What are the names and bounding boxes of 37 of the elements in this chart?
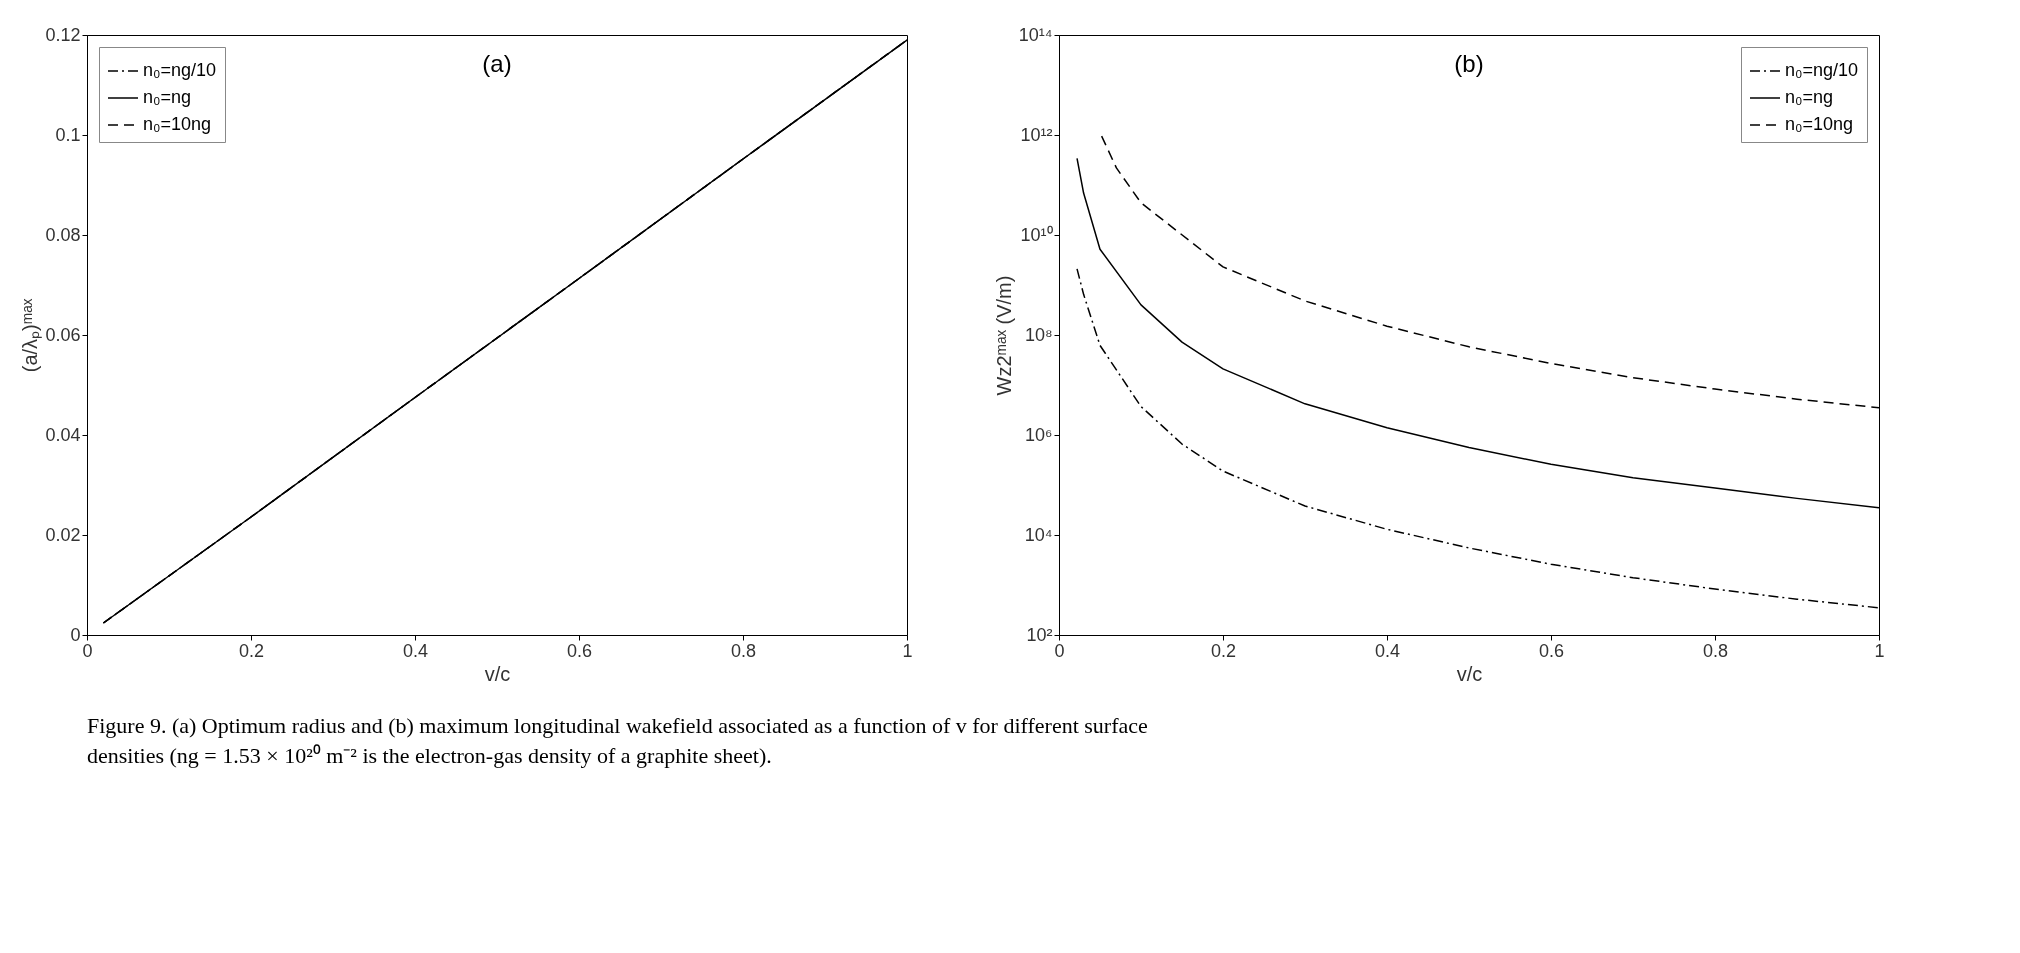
y-tick-label: 10⁴ — [1024, 524, 1053, 545]
y-tick-label: 0.12 — [45, 24, 81, 45]
x-axis-title: v/c — [1456, 662, 1483, 685]
legend-label: n₀=ng — [1785, 87, 1834, 107]
y-tick-label: 0.06 — [45, 324, 81, 345]
y-tick-label: 0.08 — [45, 224, 81, 245]
y-tick-label: 10⁸ — [1024, 324, 1053, 345]
legend-label: n₀=10ng — [1785, 114, 1854, 134]
x-axis-title: v/c — [484, 662, 511, 685]
y-tick-label: 10¹² — [1020, 124, 1053, 145]
legend-label: n₀=ng/10 — [1785, 60, 1859, 80]
text: (a) — [482, 50, 512, 77]
y-tick-label: 10¹⁰ — [1020, 224, 1053, 245]
legend-label: n₀=10ng — [143, 114, 212, 134]
y-tick-label: 10² — [1026, 624, 1053, 645]
x-tick-label: 0.8 — [1702, 640, 1729, 661]
y-tick-label: 0.04 — [45, 424, 81, 445]
x-tick-label: 0.6 — [566, 640, 593, 661]
legend-label: n₀=ng — [143, 87, 192, 107]
x-tick-label: 0.4 — [1374, 640, 1401, 661]
x-tick-label: 0.8 — [730, 640, 757, 661]
x-tick-label: 0.2 — [238, 640, 265, 661]
y-tick-label: 10⁶ — [1025, 424, 1053, 445]
caption: Figure 9. (a) Optimum radius and (b) maximum longitudinal wakefield associated as a function of v for different surface densities (ng = 1.53 × 10²⁰ m⁻² is the electron-gas density of a graphite sheet). — [87, 713, 1148, 768]
y-axis-title: (a/λₚ)ᵐᵃˣ — [19, 298, 43, 373]
x-tick-label: 0.4 — [402, 640, 429, 661]
y-axis-title: Wz2ᵐᵃˣ (V/m) — [992, 275, 1015, 396]
y-tick-label: 0.1 — [55, 124, 81, 145]
x-tick-label: 1 — [1874, 640, 1885, 661]
x-tick-label: 0.6 — [1538, 640, 1565, 661]
y-tick-label: 0.02 — [45, 524, 81, 545]
x-tick-label: 1 — [902, 640, 913, 661]
text: (b) — [1454, 50, 1484, 77]
y-tick-label: 0 — [70, 624, 81, 645]
y-tick-label: 10¹⁴ — [1018, 24, 1053, 45]
legend-label: n₀=ng/10 — [143, 60, 217, 80]
x-tick-label: 0.2 — [1210, 640, 1237, 661]
